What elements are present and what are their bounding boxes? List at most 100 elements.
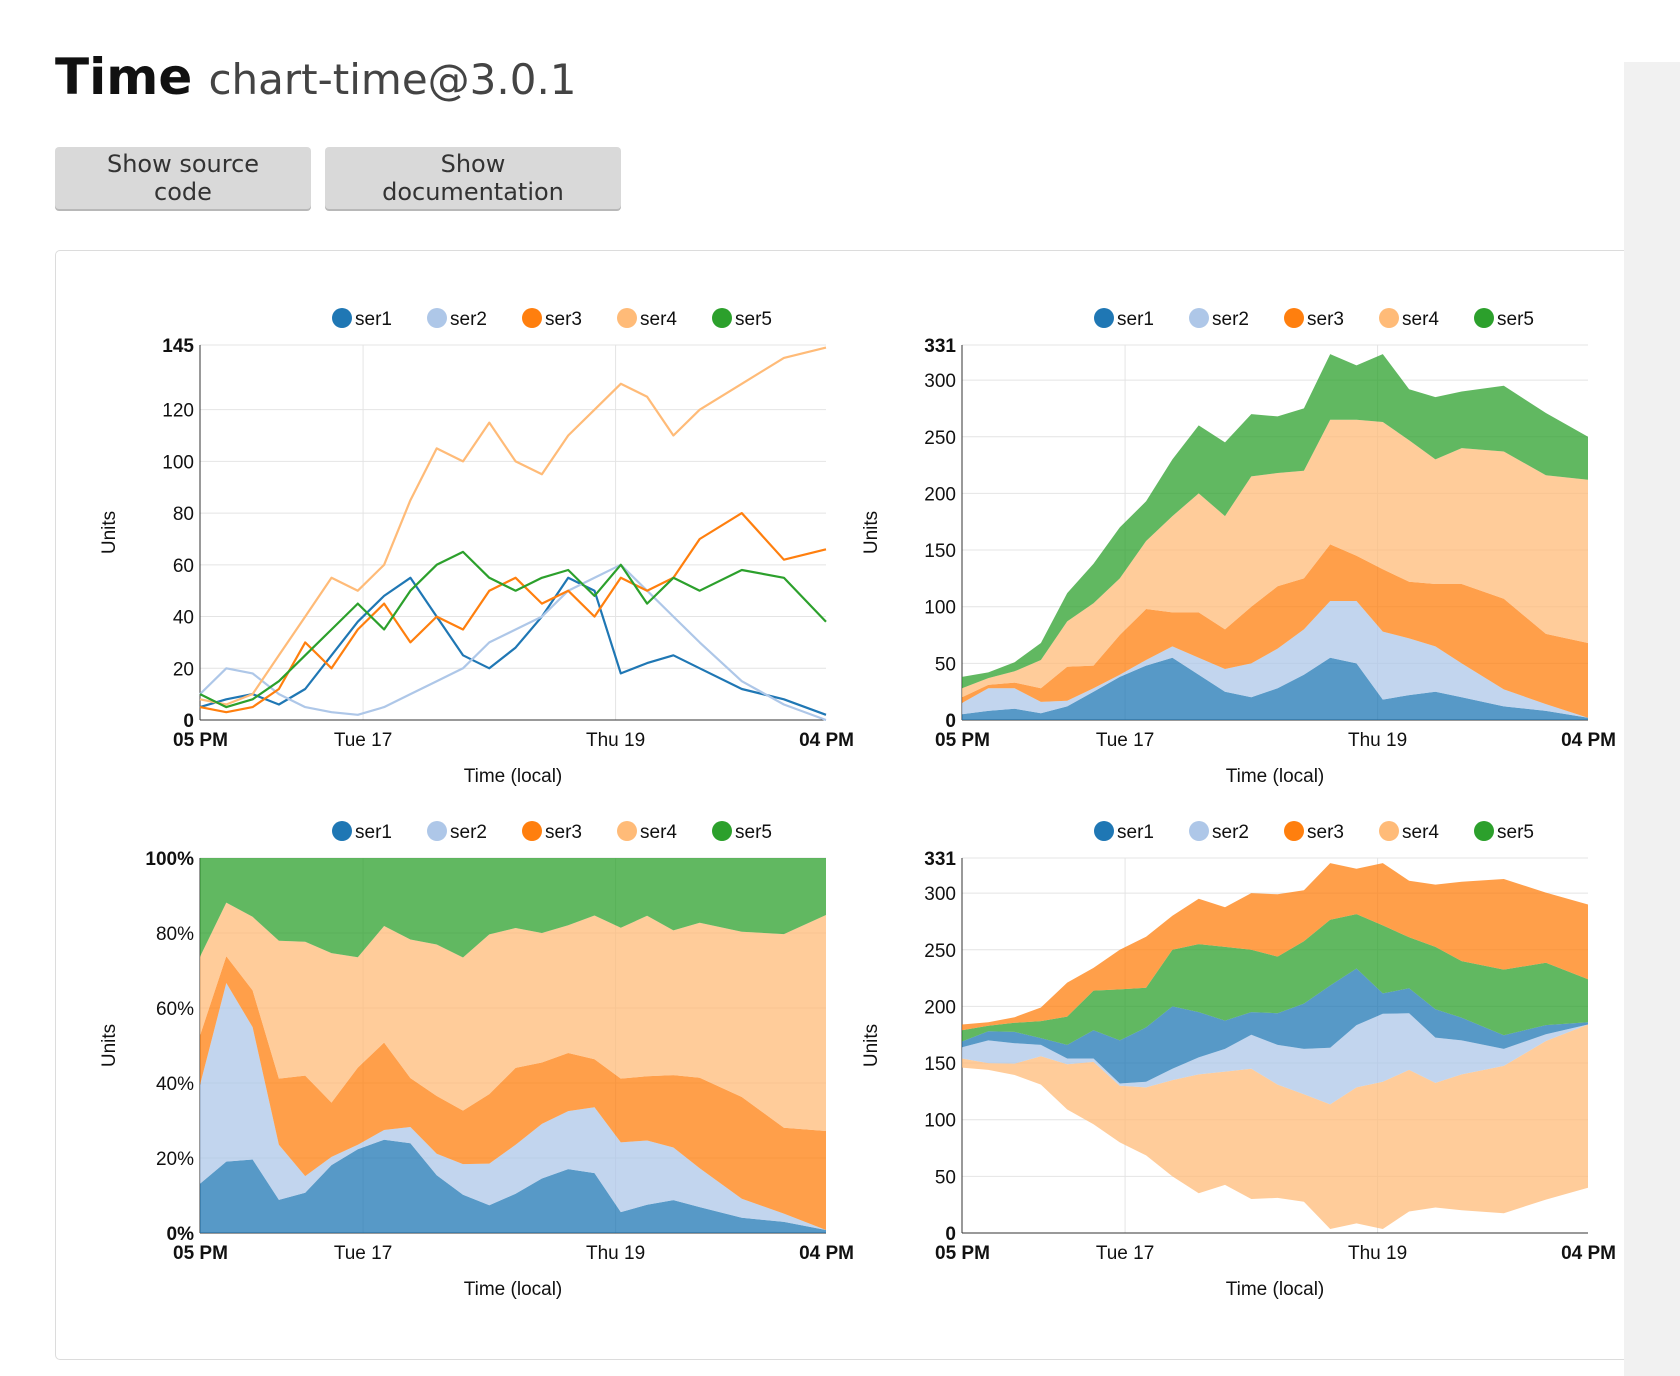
- legend: ser1 ser2 ser3 ser4 ser5: [1094, 821, 1534, 843]
- series-area-ser5: [200, 858, 826, 958]
- legend-swatch-ser3[interactable]: [522, 821, 542, 841]
- x-axis-label: Time (local): [464, 766, 563, 787]
- legend-swatch-ser2[interactable]: [427, 308, 447, 328]
- series-area-ser1: [962, 657, 1588, 720]
- series-area-ser3: [962, 544, 1588, 718]
- legend-swatch-ser2[interactable]: [427, 821, 447, 841]
- toolbar: Show source code Show documentation: [55, 147, 621, 209]
- legend-swatch-ser5[interactable]: [1474, 308, 1494, 328]
- legend-label-ser5[interactable]: ser5: [735, 822, 772, 843]
- legend-swatch-ser5[interactable]: [712, 308, 732, 328]
- y-tick-label: 200: [924, 997, 956, 1018]
- legend-swatch-ser4[interactable]: [617, 308, 637, 328]
- legend-label-ser1[interactable]: ser1: [1117, 309, 1154, 330]
- legend-swatch-ser1[interactable]: [1094, 821, 1114, 841]
- x-tick-label: 05 PM: [935, 730, 990, 751]
- x-tick-label: 05 PM: [173, 1243, 228, 1264]
- legend-label-ser5[interactable]: ser5: [1497, 309, 1534, 330]
- x-axis-label: Time (local): [1226, 1279, 1325, 1300]
- x-tick-label: Thu 19: [1348, 730, 1407, 751]
- legend-swatch-ser5[interactable]: [712, 821, 732, 841]
- y-tick-label: 40: [173, 608, 194, 629]
- series-area-ser4: [962, 419, 1588, 698]
- y-tick-label: 20: [173, 659, 194, 680]
- y-axis-label: Units: [99, 511, 120, 554]
- y-tick-label: 150: [924, 541, 956, 562]
- series-area-ser2: [200, 983, 826, 1230]
- page-title-main: Time: [55, 48, 193, 106]
- y-tick-label: 60%: [156, 999, 194, 1020]
- legend-swatch-ser4[interactable]: [1379, 821, 1399, 841]
- y-axis-label: Units: [861, 511, 882, 554]
- legend: ser1 ser2 ser3 ser4 ser5: [332, 821, 772, 843]
- legend-label-ser4[interactable]: ser4: [1402, 822, 1439, 843]
- legend-swatch-ser4[interactable]: [617, 821, 637, 841]
- legend-swatch-ser5[interactable]: [1474, 821, 1494, 841]
- legend-label-ser3[interactable]: ser3: [545, 309, 582, 330]
- y-tick-label: 250: [924, 428, 956, 449]
- legend-label-ser2[interactable]: ser2: [450, 822, 487, 843]
- legend-swatch-ser1[interactable]: [1094, 308, 1114, 328]
- y-tick-label: 50: [935, 654, 956, 675]
- y-tick-label: 200: [924, 484, 956, 505]
- series-area-ser4: [962, 1024, 1588, 1229]
- legend-swatch-ser1[interactable]: [332, 821, 352, 841]
- series-area-ser1: [200, 1139, 826, 1233]
- y-tick-label: 120: [162, 401, 194, 422]
- x-tick-label: Thu 19: [586, 1243, 645, 1264]
- y-tick-label: 100: [924, 598, 956, 619]
- series-line-ser3: [199, 511, 827, 714]
- legend-swatch-ser4[interactable]: [1379, 308, 1399, 328]
- y-tick-label: 300: [924, 371, 956, 392]
- legend-label-ser3[interactable]: ser3: [545, 822, 582, 843]
- legend-swatch-ser3[interactable]: [1284, 308, 1304, 328]
- y-tick-label: 331: [924, 849, 956, 870]
- legend-label-ser1[interactable]: ser1: [355, 822, 392, 843]
- x-tick-label: Tue 17: [1096, 1243, 1154, 1264]
- legend-label-ser3[interactable]: ser3: [1307, 309, 1344, 330]
- y-tick-label: 0%: [167, 1224, 195, 1245]
- legend-label-ser4[interactable]: ser4: [640, 309, 677, 330]
- legend-label-ser5[interactable]: ser5: [1497, 822, 1534, 843]
- legend-label-ser2[interactable]: ser2: [1212, 822, 1249, 843]
- chart-3: 05 PM Tue 17 Thu 19 04 PM 0% 20% 40% 60% 80% 100%…: [99, 821, 854, 1300]
- y-tick-label: 80%: [156, 924, 194, 945]
- legend-swatch-ser2[interactable]: [1189, 821, 1209, 841]
- y-tick-label: 100%: [145, 849, 194, 870]
- y-axis-label: Units: [861, 1024, 882, 1067]
- legend-label-ser4[interactable]: ser4: [1402, 309, 1439, 330]
- y-tick-label: 250: [924, 941, 956, 962]
- show-source-code-button[interactable]: Show source code: [55, 147, 311, 209]
- legend-label-ser2[interactable]: ser2: [450, 309, 487, 330]
- package-version: chart-time@3.0.1: [208, 55, 577, 104]
- y-tick-label: 0: [945, 711, 956, 732]
- x-tick-label: Tue 17: [334, 730, 392, 751]
- y-tick-label: 100: [162, 452, 194, 473]
- legend-swatch-ser1[interactable]: [332, 308, 352, 328]
- x-tick-label: 05 PM: [935, 1243, 990, 1264]
- legend-swatch-ser3[interactable]: [1284, 821, 1304, 841]
- y-tick-label: 300: [924, 884, 956, 905]
- x-tick-label: Thu 19: [1348, 1243, 1407, 1264]
- series-area-ser5: [962, 354, 1588, 689]
- legend: ser1 ser2 ser3 ser4 ser5: [332, 308, 772, 330]
- y-tick-label: 80: [173, 504, 194, 525]
- scrollbar[interactable]: [1624, 62, 1680, 1376]
- legend-label-ser3[interactable]: ser3: [1307, 822, 1344, 843]
- x-tick-label: Tue 17: [1096, 730, 1154, 751]
- legend-label-ser1[interactable]: ser1: [1117, 822, 1154, 843]
- legend-label-ser5[interactable]: ser5: [735, 309, 772, 330]
- show-documentation-button[interactable]: Show documentation: [325, 147, 621, 209]
- series-line-ser5: [199, 550, 827, 709]
- x-tick-label: 04 PM: [799, 1243, 854, 1264]
- x-tick-label: 05 PM: [173, 730, 228, 751]
- legend-label-ser2[interactable]: ser2: [1212, 309, 1249, 330]
- legend-label-ser4[interactable]: ser4: [640, 822, 677, 843]
- series-line-ser2: [199, 563, 827, 722]
- y-tick-label: 145: [162, 336, 194, 357]
- legend-swatch-ser2[interactable]: [1189, 308, 1209, 328]
- legend-label-ser1[interactable]: ser1: [355, 309, 392, 330]
- y-tick-label: 60: [173, 556, 194, 577]
- legend-swatch-ser3[interactable]: [522, 308, 542, 328]
